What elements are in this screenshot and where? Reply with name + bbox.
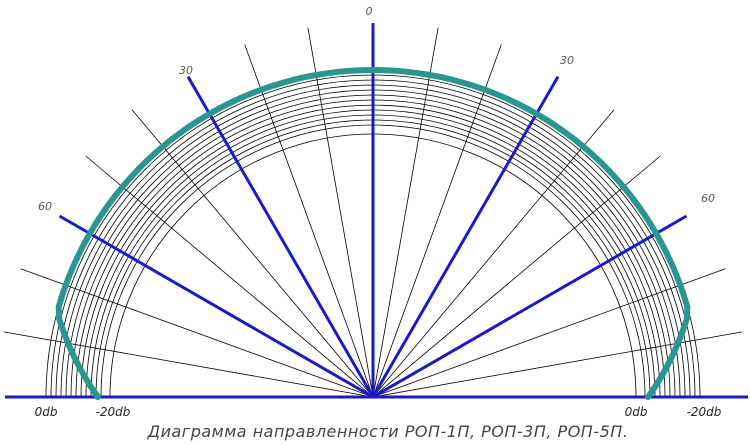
diagram-caption: Диаграмма направленности РОП-1П, РОП-3П,…	[147, 422, 629, 441]
grid-ray	[372, 109, 615, 398]
db-label-left-0db: 0db	[35, 405, 58, 419]
grid-ray	[85, 155, 374, 398]
angle-grid-lines	[3, 27, 743, 398]
grid-ray	[372, 44, 502, 398]
grid-ray	[131, 109, 374, 398]
main-axis--60	[58, 214, 374, 399]
angle-label-left-30: 30	[179, 64, 193, 77]
angle-label-right-60: 60	[701, 192, 715, 205]
db-label-right-0db: 0db	[625, 405, 648, 419]
main-angle-axes	[58, 23, 688, 399]
db-label-left-minus20db: -20db	[96, 405, 131, 419]
main-axis-30	[371, 75, 560, 398]
main-axis--30	[186, 75, 375, 398]
directivity-pattern-curve	[55, 66, 691, 400]
main-axis-60	[372, 214, 688, 399]
grid-ray	[244, 44, 374, 398]
angle-label-left-60: 60	[38, 200, 52, 213]
grid-ray	[20, 268, 374, 398]
db-label-right-minus20db: -20db	[687, 405, 722, 419]
grid-ray	[307, 27, 374, 398]
grid-ray	[372, 268, 726, 398]
grid-ray	[372, 155, 661, 398]
grid-ray	[372, 27, 439, 398]
angle-label-0: 0	[366, 5, 373, 18]
angle-label-right-30: 30	[560, 54, 574, 67]
